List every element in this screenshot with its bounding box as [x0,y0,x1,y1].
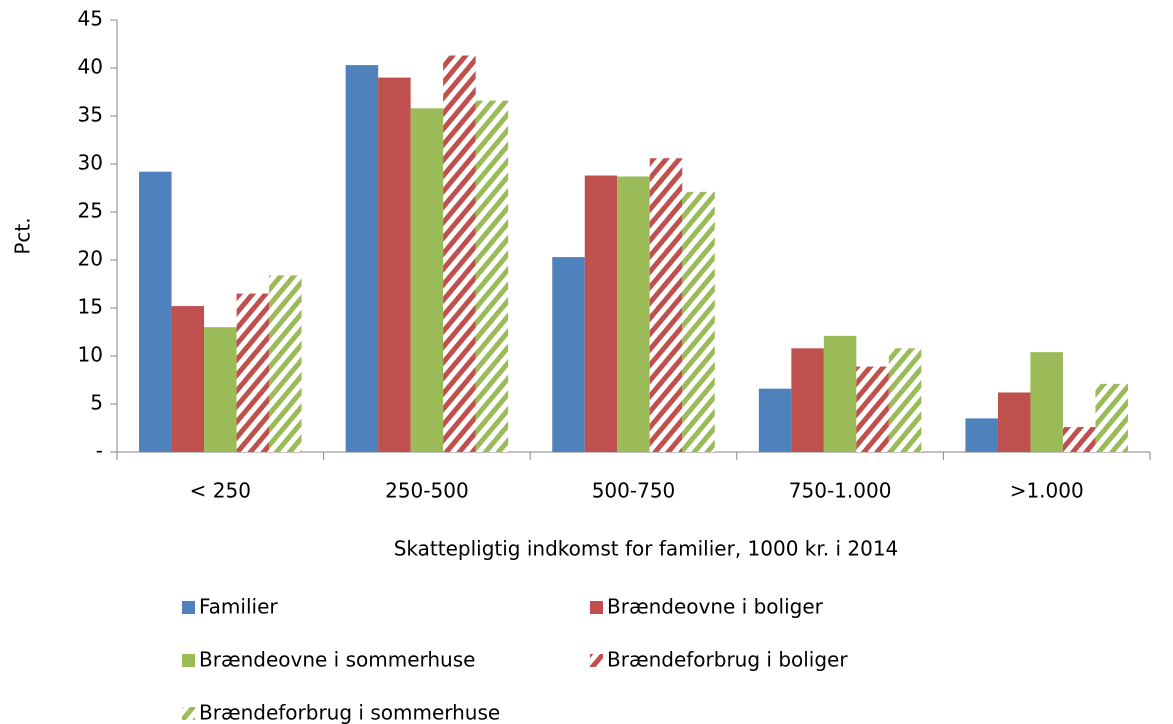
y-tick-label: 40 [78,55,103,79]
y-axis-label: Pct. [11,217,35,254]
bar [965,418,998,452]
bar [758,388,792,452]
legend-swatch [182,707,195,720]
y-tick-label: 25 [78,199,103,223]
bar [888,348,922,452]
legend-label: Brændeforbrug i boliger [607,648,848,672]
bar [269,275,302,452]
bar [204,327,237,452]
x-tick-label: 500-750 [592,479,676,503]
legend-swatch [182,654,195,667]
y-tick-label: 20 [78,247,103,271]
bar [1062,427,1096,452]
bar [139,171,172,452]
x-axis-label: Skattepligtig indkomst for familier, 100… [394,537,899,561]
y-tick-label: 35 [78,103,103,127]
bar [345,65,379,453]
x-tick-label: 750-1.000 [789,479,892,503]
bar [1030,352,1063,452]
bar [410,108,444,452]
y-tick-label: - [96,439,103,463]
y-tick-label: 5 [90,391,103,415]
bar [856,366,889,452]
bar [997,392,1031,452]
y-tick-label: 10 [78,343,103,367]
y-tick-label: 15 [78,295,103,319]
legend-swatch [182,601,195,614]
legend-swatch [590,601,603,614]
bar [236,293,270,452]
bar [584,175,618,452]
legend-label: Familier [199,595,278,619]
legend-label: Brændeovne i boliger [607,595,824,619]
x-tick-label: < 250 [190,479,251,503]
bar [823,335,857,452]
bar [552,257,585,452]
y-tick-label: 45 [78,7,103,31]
bar [791,348,824,452]
legend-label: Brændeforbrug i sommerhuse [199,701,500,724]
y-tick-label: 30 [78,151,103,175]
bar [1095,383,1128,452]
x-tick-label: 250-500 [385,479,469,503]
bar [378,77,411,452]
legend-swatch [590,654,603,667]
bar [475,100,509,452]
bar [649,158,683,453]
bar [171,306,205,452]
bar [443,55,476,453]
legend-label: Brændeovne i sommerhuse [199,648,475,672]
x-tick-label: >1.000 [1010,479,1084,503]
bar [682,191,715,452]
bar [617,176,650,453]
